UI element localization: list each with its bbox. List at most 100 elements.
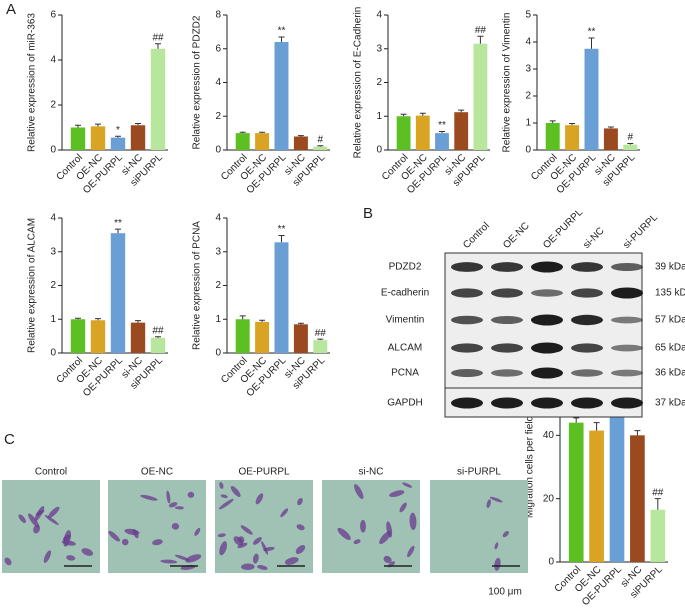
error-bar [297,135,304,137]
blot-band [611,344,643,352]
bar [274,42,289,150]
lane-label: Control [461,220,492,251]
cell [152,539,163,546]
y-tick-label: 6 [50,10,56,21]
bar [568,422,584,562]
cell [108,530,120,542]
bar [473,43,488,150]
blot-band [611,316,643,324]
cell [33,524,41,534]
y-tick-label: 3 [376,43,382,54]
error-bar [95,123,101,127]
cell [194,527,201,536]
blot-band [451,369,483,377]
bar [130,322,146,353]
bar [150,337,166,353]
bar [150,48,166,150]
protein-label: Vimentin [386,315,425,326]
error-bar [400,113,407,117]
bar [623,144,638,150]
blot-band [531,367,563,379]
error-bar [75,124,81,128]
annotation: ** [588,27,596,38]
size-label: 37 kDa [655,398,685,409]
cell [81,548,94,556]
blot-band [451,288,483,298]
bar [584,48,599,150]
annotation: ** [278,26,286,37]
blot-band [611,397,643,409]
y-tick-label: 3 [215,246,221,257]
scale-label: 100 μm [488,587,522,598]
error-bar [607,126,614,129]
size-label: 57 kDa [655,315,685,326]
lane-label: OE-NC [501,220,532,251]
error-bar [458,109,465,113]
cell [34,506,45,522]
cell [389,490,405,498]
blot-band [491,369,523,377]
bar [650,509,666,562]
cell [489,496,503,503]
bar [110,137,126,150]
y-tick-label: 8 [215,10,221,21]
panel-label: C [4,431,15,448]
error-bar [155,43,161,49]
cell [18,514,26,523]
size-label: 135 kDa [655,288,685,299]
cell [122,538,129,546]
y-axis-label: Relative expression of ALCAM [27,218,38,353]
annotation: ## [315,328,327,339]
protein-label: ALCAM [388,343,422,354]
y-axis-label: Relative expression of miR-363 [27,13,38,152]
cell [168,502,178,508]
protein-label: PCNA [391,368,419,379]
cell [28,513,40,528]
cell [241,563,255,571]
error-bar [569,123,576,126]
error-bar [239,131,246,134]
y-tick-label: 6 [215,43,221,54]
cell [337,527,351,540]
bar [313,340,328,353]
cell [219,482,224,489]
y-tick-label: 0 [50,348,56,359]
cell [297,497,303,506]
y-tick-label: 3 [525,64,531,75]
cell [252,553,259,564]
bar [110,233,126,353]
y-tick-label: 4 [376,10,382,21]
error-bar [278,36,285,42]
annotation: ## [652,487,664,498]
y-tick-label: 20 [543,493,555,504]
cell [218,498,234,510]
annotation: # [318,134,324,145]
bar [130,125,146,150]
blot-band [571,397,603,409]
blot-band [491,262,523,272]
error-bar [155,336,161,338]
blot-band [531,342,563,354]
cell [402,482,413,488]
y-tick-label: 0 [215,145,221,156]
bar [435,133,449,150]
blot-band [491,316,523,324]
y-tick-label: 2 [376,77,382,88]
blot-band [491,343,523,353]
cell [502,531,509,538]
error-bar [549,120,556,123]
panel-label: A [6,1,16,18]
micrograph [322,480,420,573]
cell [280,508,289,518]
cell [386,521,393,538]
y-tick-label: 40 [543,430,555,441]
blot-band [611,369,643,377]
bar [293,324,308,353]
bar [313,146,328,150]
y-axis-label: Relative expression of Vimentin [502,13,513,153]
error-bar [135,320,141,323]
cell [295,545,306,555]
cell [124,528,140,535]
blot-band [571,343,603,353]
cell [174,506,184,510]
